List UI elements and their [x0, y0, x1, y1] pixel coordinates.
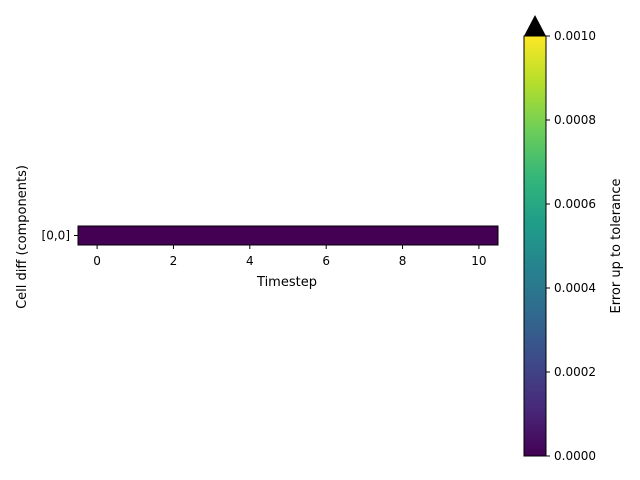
x-axis: 0 2 4 6 8 10	[93, 245, 487, 268]
x-tick-label: 10	[471, 254, 486, 268]
colorbar-ticks: 0.0000 0.0002 0.0004 0.0006 0.0008 0.0010	[546, 29, 596, 463]
heatmap-cell	[192, 226, 232, 245]
colorbar-scale	[523, 35, 547, 457]
x-tick-label: 4	[246, 254, 254, 268]
heatmap-cell	[383, 226, 423, 245]
heatmap-cell	[78, 226, 117, 245]
x-tick-label: 0	[93, 254, 101, 268]
heatmap	[78, 226, 499, 245]
x-tick-label: 8	[399, 254, 407, 268]
heatmap-cell	[230, 226, 270, 245]
colorbar-label: Error up to tolerance	[609, 179, 624, 314]
heatmap-cell	[345, 226, 384, 245]
x-tick-label: 2	[170, 254, 178, 268]
colorbar: 0.0000 0.0002 0.0004 0.0006 0.0008 0.0010 Err…	[523, 15, 624, 463]
heatmap-cell	[459, 226, 499, 245]
colorbar-extend-arrow	[524, 15, 546, 36]
colorbar-tick-label: 0.0010	[554, 29, 596, 43]
heatmap-cell	[421, 226, 461, 245]
heatmap-cell	[154, 226, 194, 245]
colorbar-tick-label: 0.0004	[554, 281, 596, 295]
heatmap-cell	[116, 226, 155, 245]
colorbar-tick-label: 0.0002	[554, 365, 596, 379]
heatmap-cell	[307, 226, 346, 245]
x-tick-label: 6	[322, 254, 330, 268]
heatmap-cell	[268, 226, 308, 245]
y-axis-label: Cell diff (components)	[15, 165, 30, 309]
y-tick-label: [0,0]	[42, 229, 70, 243]
colorbar-tick-label: 0.0006	[554, 197, 596, 211]
colorbar-tick-label: 0.0000	[554, 449, 596, 463]
y-axis: [0,0]	[42, 229, 78, 243]
colorbar-tick-label: 0.0008	[554, 113, 596, 127]
x-axis-label: Timestep	[256, 275, 317, 290]
